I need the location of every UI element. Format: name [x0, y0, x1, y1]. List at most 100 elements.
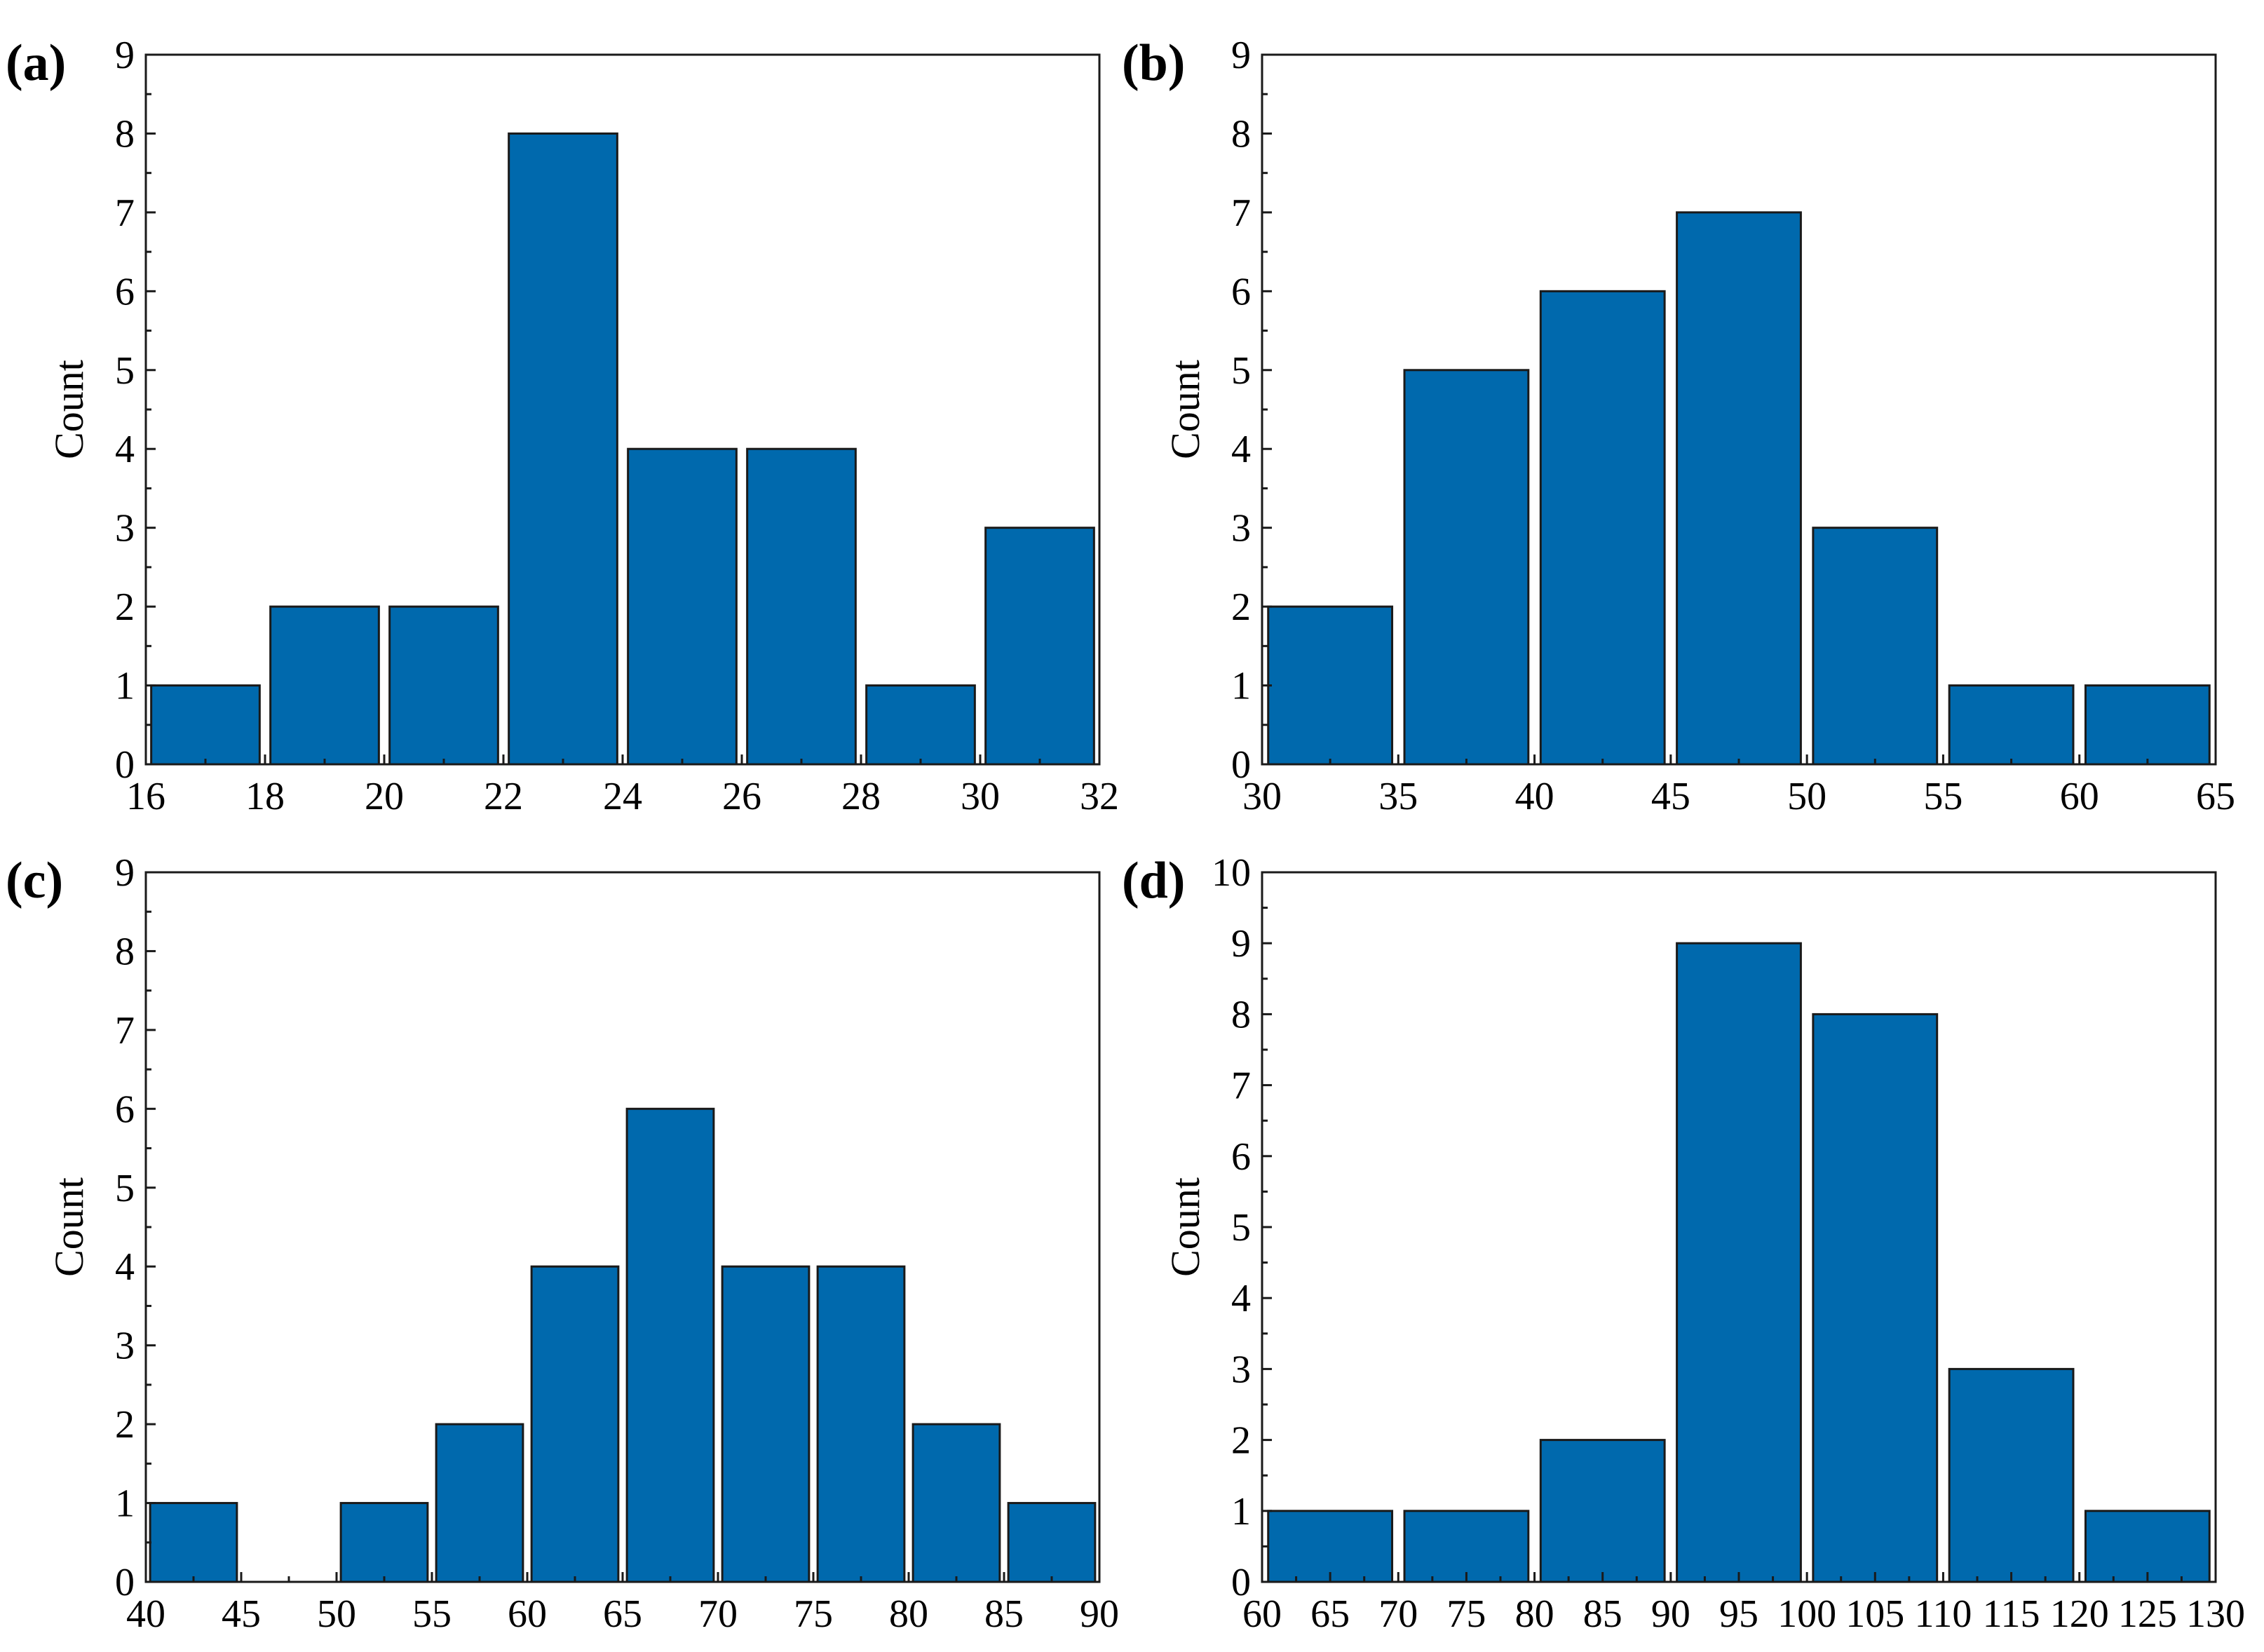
bar-a-5	[627, 447, 738, 766]
bar-d-3	[1539, 1439, 1666, 1583]
x-tick-label-d-70: 70	[1378, 1592, 1418, 1636]
y-tick-label-b-1: 1	[1231, 665, 1251, 708]
y-tick-label-d-0: 0	[1231, 1561, 1251, 1604]
x-tick-label-b-60: 60	[2060, 775, 2099, 818]
bar-a-6	[746, 447, 857, 766]
y-tick-label-b-8: 8	[1231, 112, 1251, 156]
bar-d-1	[1267, 1510, 1394, 1583]
y-tick-label-c-1: 1	[115, 1482, 135, 1526]
x-tick-label-c-65: 65	[603, 1592, 642, 1636]
x-tick-label-d-105: 105	[1845, 1592, 1904, 1636]
x-tick-label-c-80: 80	[889, 1592, 928, 1636]
x-tick-label-d-75: 75	[1446, 1592, 1486, 1636]
x-tick-label-c-70: 70	[698, 1592, 738, 1636]
y-tick-label-d-10: 10	[1212, 851, 1251, 895]
x-tick-label-d-100: 100	[1777, 1592, 1836, 1636]
x-tick-label-a-22: 22	[484, 775, 523, 818]
bar-c-1	[149, 1502, 238, 1583]
y-tick-label-c-0: 0	[115, 1561, 135, 1604]
x-tick-label-d-110: 110	[1914, 1592, 1972, 1636]
x-tick-label-a-32: 32	[1080, 775, 1119, 818]
y-tick-label-a-1: 1	[115, 665, 135, 708]
x-tick-label-a-24: 24	[603, 775, 642, 818]
x-tick-label-c-60: 60	[508, 1592, 547, 1636]
bar-c-8	[816, 1265, 906, 1583]
x-tick-label-d-130: 130	[2186, 1592, 2245, 1636]
bar-b-7	[2084, 684, 2211, 766]
y-tick-label-a-9: 9	[115, 34, 135, 77]
y-axis-title-b: Count	[1162, 360, 1208, 459]
y-tick-label-a-4: 4	[115, 428, 135, 471]
x-tick-label-a-28: 28	[841, 775, 881, 818]
bar-c-7	[721, 1265, 811, 1583]
y-axis-title-d: Count	[1162, 1177, 1208, 1277]
y-tick-label-b-7: 7	[1231, 191, 1251, 235]
x-tick-label-a-20: 20	[365, 775, 404, 818]
x-tick-label-c-45: 45	[222, 1592, 261, 1636]
panel-label-d: (d)	[1122, 852, 1185, 909]
y-tick-label-c-8: 8	[115, 930, 135, 973]
x-tick-label-d-90: 90	[1651, 1592, 1690, 1636]
bar-c-3	[339, 1502, 429, 1583]
x-tick-label-c-85: 85	[984, 1592, 1024, 1636]
x-tick-label-a-18: 18	[245, 775, 285, 818]
y-tick-label-a-0: 0	[115, 743, 135, 787]
y-tick-label-a-2: 2	[115, 585, 135, 629]
x-tick-label-c-55: 55	[412, 1592, 452, 1636]
y-tick-label-a-5: 5	[115, 349, 135, 393]
bar-c-4	[435, 1423, 524, 1583]
x-tick-label-b-45: 45	[1651, 775, 1690, 818]
bar-d-6	[1948, 1367, 2075, 1583]
bar-a-8	[984, 527, 1095, 766]
y-tick-label-b-3: 3	[1231, 507, 1251, 550]
panel-a: 0 1 2 3 4 5 6 7 8 9 16 18 20 22 24 26 28 30 32 Count (a)	[6, 34, 1119, 818]
y-tick-label-a-6: 6	[115, 270, 135, 313]
panel-label-b: (b)	[1122, 34, 1185, 92]
x-tick-label-d-115: 115	[1983, 1592, 2040, 1636]
bar-b-1	[1267, 605, 1394, 766]
bar-c-10	[1007, 1502, 1097, 1583]
y-tick-label-d-6: 6	[1231, 1135, 1251, 1179]
x-tick-label-d-125: 125	[2118, 1592, 2177, 1636]
y-tick-label-d-4: 4	[1231, 1277, 1251, 1320]
x-tick-label-a-30: 30	[961, 775, 1000, 818]
x-tick-label-b-65: 65	[2196, 775, 2235, 818]
y-tick-label-d-5: 5	[1231, 1206, 1251, 1250]
x-tick-label-d-120: 120	[2050, 1592, 2109, 1636]
panel-label-c: (c)	[6, 852, 63, 909]
y-axis-title-c: Count	[46, 1177, 92, 1277]
bar-c-5	[530, 1265, 620, 1583]
x-tick-label-d-80: 80	[1515, 1592, 1554, 1636]
y-tick-label-c-3: 3	[115, 1325, 135, 1368]
x-tick-label-a-26: 26	[722, 775, 761, 818]
x-tick-label-b-30: 30	[1242, 775, 1282, 818]
panel-label-a: (a)	[6, 34, 66, 92]
y-tick-label-b-4: 4	[1231, 428, 1251, 471]
bar-d-4	[1676, 942, 1802, 1583]
y-tick-label-b-0: 0	[1231, 743, 1251, 787]
bar-b-6	[1948, 684, 2075, 766]
bar-c-9	[911, 1423, 1001, 1583]
x-tick-label-a-16: 16	[126, 775, 165, 818]
bar-b-3	[1539, 290, 1666, 766]
bar-b-2	[1403, 369, 1530, 766]
y-tick-label-a-8: 8	[115, 112, 135, 156]
y-tick-label-c-7: 7	[115, 1009, 135, 1052]
y-tick-label-d-7: 7	[1231, 1064, 1251, 1108]
x-tick-label-c-50: 50	[317, 1592, 356, 1636]
x-tick-label-b-35: 35	[1378, 775, 1418, 818]
y-tick-label-b-5: 5	[1231, 349, 1251, 393]
bar-d-2	[1403, 1510, 1530, 1583]
y-tick-label-d-8: 8	[1231, 993, 1251, 1036]
y-tick-label-a-7: 7	[115, 191, 135, 235]
y-tick-label-c-6: 6	[115, 1088, 135, 1131]
x-tick-label-d-60: 60	[1242, 1592, 1282, 1636]
panel-d: 0 1 2 3 4 5 6 7 8 9 10 60 65 70 75 80 85 90 95 100 105 110 115…	[1122, 851, 2245, 1636]
y-axis-title-a: Count	[46, 360, 92, 459]
y-tick-label-d-3: 3	[1231, 1348, 1251, 1391]
y-tick-label-d-1: 1	[1231, 1490, 1251, 1533]
y-tick-label-d-2: 2	[1231, 1419, 1251, 1463]
bar-b-4	[1676, 211, 1802, 766]
